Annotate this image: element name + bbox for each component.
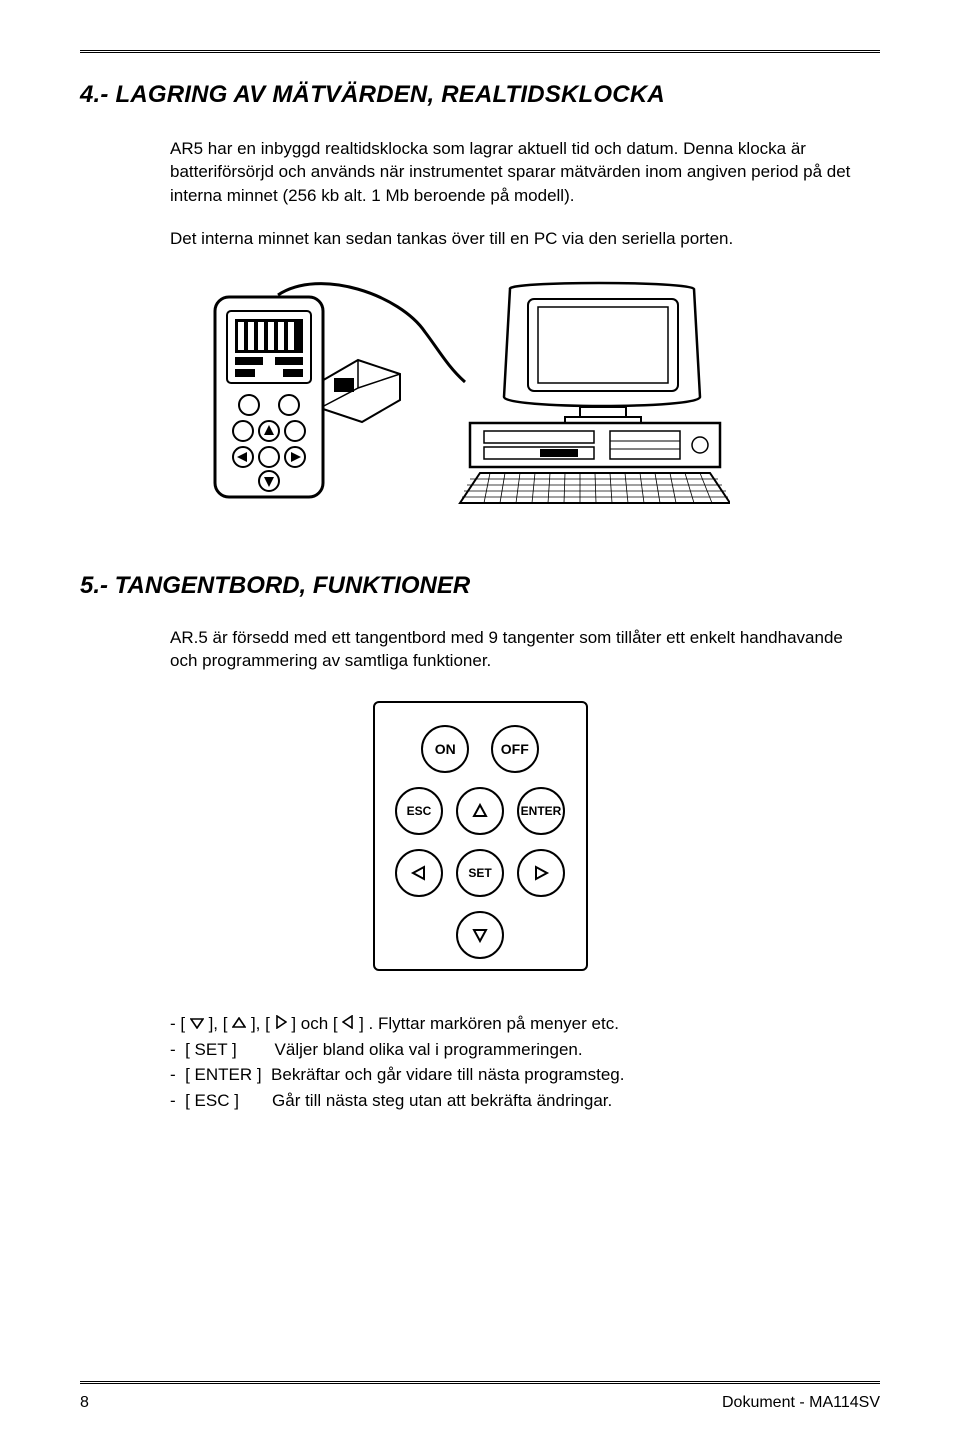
b1-suffix: ] . Flyttar markören på menyer etc. xyxy=(359,1014,619,1033)
key-enter: ENTER xyxy=(517,787,565,835)
page-footer: 8 Dokument - MA114SV xyxy=(80,1381,880,1412)
section4-p1: AR5 har en inbyggd realtidsklocka som la… xyxy=(170,137,860,207)
b1-mid1: ], [ xyxy=(209,1014,228,1033)
bullet-esc: - [ ESC ] Går till nästa steg utan att b… xyxy=(170,1088,880,1114)
section4-title: 4.- LAGRING AV MÄTVÄRDEN, REALTIDSKLOCKA xyxy=(80,81,880,109)
keypad-row-1: ON OFF xyxy=(389,725,572,773)
rule-top xyxy=(80,50,880,53)
page-number: 8 xyxy=(80,1394,89,1412)
key-descriptions: - [ ], [ ], [ ] och [ ] . Flyttar markör… xyxy=(170,1011,880,1114)
key-up xyxy=(456,787,504,835)
bullet-arrows: - [ ], [ ], [ ] och [ ] . Flyttar markör… xyxy=(170,1011,880,1037)
key-on: ON xyxy=(421,725,469,773)
device-pc-illustration xyxy=(170,277,880,512)
key-off: OFF xyxy=(491,725,539,773)
keypad-frame: ON OFF ESC ENTER SET xyxy=(373,701,588,971)
keypad-row-4 xyxy=(389,911,572,959)
section4-p2: Det interna minnet kan sedan tankas över… xyxy=(170,227,860,250)
key-right xyxy=(517,849,565,897)
document-id: Dokument - MA114SV xyxy=(722,1394,880,1412)
b1-mid2: ], [ xyxy=(251,1014,270,1033)
b1-mid3: ] och [ xyxy=(291,1014,337,1033)
bullet-set: - [ SET ] Väljer bland olika val i progr… xyxy=(170,1037,880,1063)
triangle-up-icon xyxy=(232,1011,246,1037)
triangle-down-icon xyxy=(190,1011,204,1037)
key-esc: ESC xyxy=(395,787,443,835)
keypad-row-2: ESC ENTER xyxy=(389,787,572,835)
triangle-left-icon xyxy=(342,1011,354,1037)
section5-title: 5.- TANGENTBORD, FUNKTIONER xyxy=(80,572,880,600)
key-down xyxy=(456,911,504,959)
bullet-enter: - [ ENTER ] Bekräftar och går vidare til… xyxy=(170,1062,880,1088)
section5-p1: AR.5 är försedd med ett tangentbord med … xyxy=(170,626,860,673)
triangle-right-icon xyxy=(275,1011,287,1037)
page: 4.- LAGRING AV MÄTVÄRDEN, REALTIDSKLOCKA… xyxy=(0,0,960,1450)
keypad-row-3: SET xyxy=(389,849,572,897)
keypad-illustration: ON OFF ESC ENTER SET xyxy=(80,701,880,971)
rule-bottom xyxy=(80,1381,880,1384)
key-left xyxy=(395,849,443,897)
b1-prefix: - [ xyxy=(170,1014,185,1033)
key-set: SET xyxy=(456,849,504,897)
